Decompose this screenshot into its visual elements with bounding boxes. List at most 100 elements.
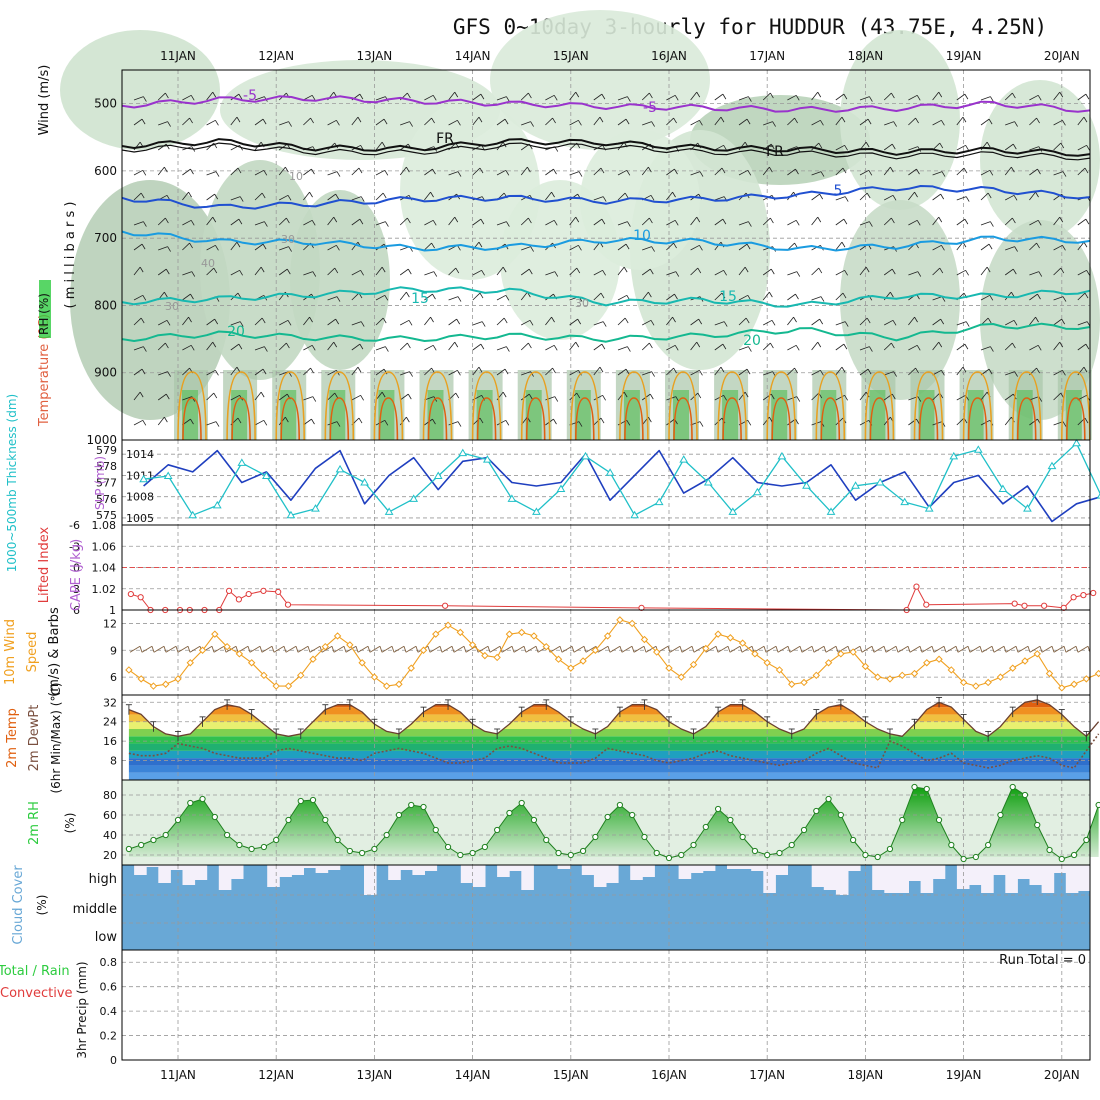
wind-speed-point (174, 675, 182, 683)
temp-band (128, 736, 1090, 744)
wind-barb (424, 168, 433, 176)
wind10m-barb (381, 645, 393, 653)
wind-barb (351, 167, 360, 176)
rh-point (788, 841, 795, 849)
wind-barb (738, 346, 749, 351)
wind-barb (932, 171, 943, 176)
rh-point (579, 847, 587, 855)
wind-barb (230, 116, 238, 126)
wind-barb-flag (336, 120, 340, 126)
cape-point (1041, 602, 1048, 609)
contour-label: 10 (289, 170, 303, 183)
isotherm-loop-30 (722, 397, 742, 441)
wind-speed-point (370, 673, 379, 681)
wind-barb (133, 118, 143, 126)
wind-barb (545, 168, 554, 176)
wind-barb-flag (239, 321, 244, 327)
wind-barb (206, 341, 214, 351)
wind-speed-point (554, 655, 563, 663)
wind-barb (835, 167, 844, 176)
wind10m-barb (621, 645, 633, 653)
cloud-high-gap (400, 865, 413, 870)
bottom-date-label: 13JAN (357, 1068, 393, 1082)
wind-speed-point (775, 666, 784, 674)
wind-barb (1053, 142, 1062, 151)
wind-barb (133, 266, 141, 276)
wind-barb (472, 93, 482, 101)
wind-barb-flag (1062, 421, 1067, 427)
wind-barb-flag (964, 93, 969, 100)
thickness-point (605, 468, 615, 476)
precip-tick-label: 0.8 (100, 956, 118, 969)
wind10m-barb-flag (631, 646, 635, 653)
wind10m-barb-flag (907, 646, 911, 653)
wind-barb (762, 166, 770, 176)
wind-barb-flag (310, 367, 314, 374)
wind-barb (472, 241, 480, 251)
wind-barb (1005, 371, 1015, 376)
cloud-high-gap (690, 865, 704, 873)
wind10m-barb (993, 645, 1005, 653)
wind-speed-point (702, 644, 710, 653)
wind-barb-flag (504, 118, 509, 125)
bottom-date-label: 20JAN (1044, 1068, 1080, 1082)
wind-barb (811, 142, 820, 151)
cloud-high-gap (182, 865, 196, 885)
rh-point (911, 783, 918, 791)
wind10m-barb (405, 645, 417, 653)
bottom-date-label: 15JAN (553, 1068, 589, 1082)
wind-barb-flag (963, 167, 968, 174)
wind-barb-flag (941, 120, 945, 126)
wind-barb (448, 171, 459, 176)
thickness-point (900, 497, 910, 506)
wind-barb-flag (869, 96, 873, 102)
wind-barb (763, 371, 773, 376)
wind10m-barb-flag (535, 646, 539, 653)
temp-tick-label: 24 (103, 716, 117, 729)
rh-point (346, 847, 353, 855)
isotherm-loop-30 (476, 397, 497, 441)
wind10m-barb-flag (403, 646, 407, 653)
wind-barb (569, 318, 578, 326)
wind-barb (424, 94, 434, 101)
wind-barb-flag (432, 168, 436, 175)
precip-tick-label: 0.2 (100, 1030, 118, 1043)
wind-barb (206, 318, 215, 326)
cloud-level-label: low (95, 930, 118, 945)
cloud-high-gap (642, 865, 655, 877)
wind-barb (254, 169, 265, 176)
rh-point (432, 826, 439, 834)
wind-barb (1029, 94, 1039, 101)
wind10m-barb (717, 645, 729, 653)
thickness-point (851, 481, 860, 489)
wind10m-barb-flag (775, 646, 779, 653)
wind-barb (303, 219, 313, 226)
isotherm-loop-30 (673, 397, 693, 441)
wind-speed-point (1082, 675, 1091, 683)
rh-point (825, 795, 832, 803)
rh2m-unit-title: (%) (63, 813, 77, 834)
cloud-high-gap (993, 865, 1006, 875)
wind-barb-flag (214, 318, 219, 325)
wind-barb (400, 121, 410, 126)
wind10m-barb (1077, 645, 1089, 653)
wind-barb (1077, 116, 1085, 126)
wind-barb-flag (311, 418, 315, 425)
cloud-high-gap (1065, 865, 1079, 893)
wind-barb (1077, 321, 1088, 326)
isotherm-loop-30 (869, 397, 890, 441)
cloud-high-gap (581, 865, 595, 875)
rh-point (985, 841, 992, 849)
wind-barb-flag (1083, 366, 1088, 373)
wind-barb (496, 96, 507, 101)
wind-speed-point (1033, 650, 1041, 658)
wind-barb-flag (964, 218, 969, 225)
wind-barb-flag (990, 96, 994, 102)
wind-barb-flag (408, 320, 413, 326)
wind-barb (811, 392, 820, 401)
wind-barb (206, 216, 214, 226)
cloud-high-gap (884, 865, 897, 893)
wind-barb (182, 242, 190, 251)
rh-blob (200, 160, 320, 380)
isotherm-loop-30 (1016, 397, 1037, 441)
